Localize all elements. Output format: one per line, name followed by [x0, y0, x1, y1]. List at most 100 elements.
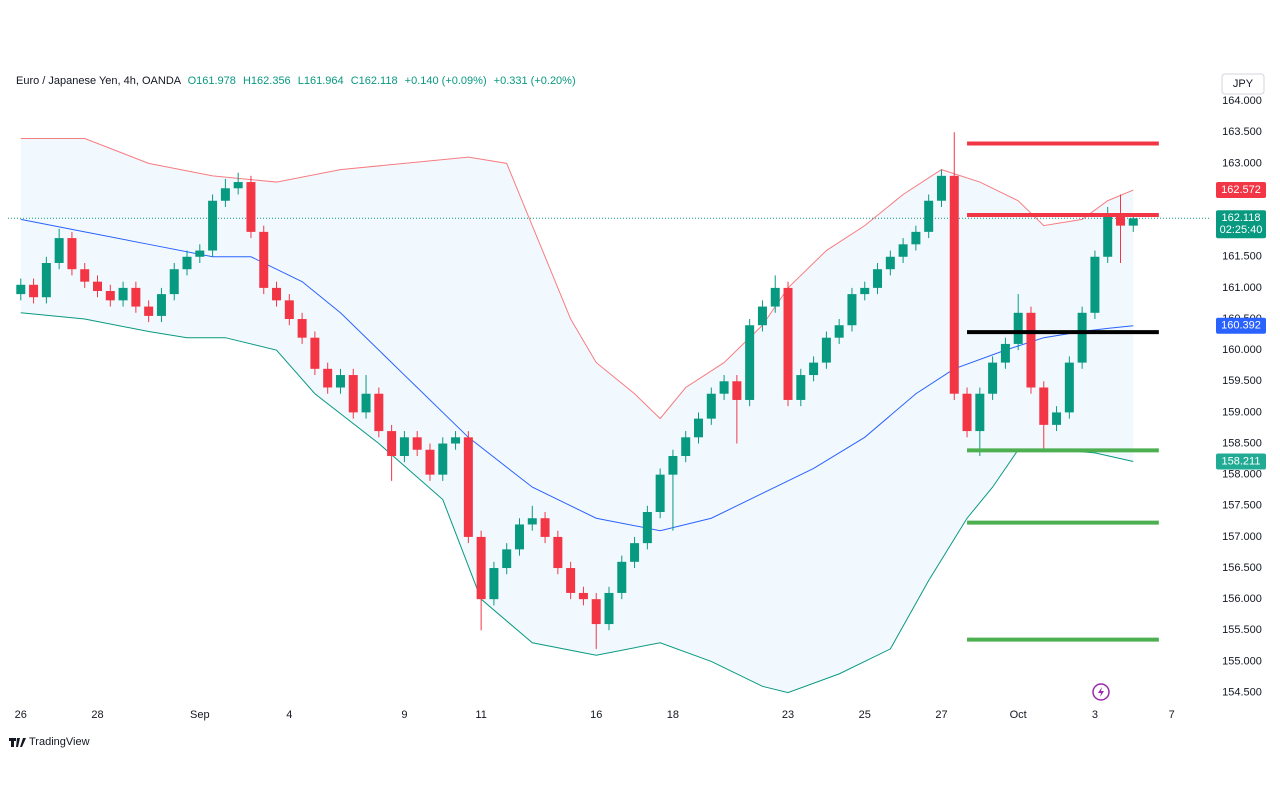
- candle-body: [1103, 213, 1113, 257]
- x-tick-label: 16: [590, 709, 602, 721]
- y-tick-label: 156.000: [1222, 593, 1262, 605]
- price-tag-label: 162.572: [1221, 184, 1261, 196]
- candle-body: [272, 287, 282, 301]
- candle-body: [361, 393, 371, 413]
- candle-body: [144, 306, 154, 316]
- candle-body: [348, 375, 358, 413]
- candle-body: [604, 592, 614, 625]
- ohlc-open: O161.978: [188, 75, 236, 87]
- candle-body: [502, 549, 512, 569]
- plot-area: [8, 132, 1210, 694]
- candle-body: [770, 287, 780, 307]
- candle-body: [936, 175, 946, 201]
- candle-body: [1128, 218, 1138, 226]
- candle-body: [195, 250, 205, 257]
- candle-body: [885, 256, 895, 270]
- candle-body: [399, 437, 409, 456]
- price-tag: [1216, 453, 1266, 470]
- x-tick-label: 7: [1169, 709, 1175, 721]
- y-tick-label: 161.500: [1222, 251, 1262, 263]
- x-tick-label: 26: [15, 709, 27, 721]
- x-tick-label: 25: [859, 709, 871, 721]
- candle-body: [156, 294, 166, 316]
- candle-body: [1000, 343, 1010, 363]
- candle-body: [323, 368, 333, 388]
- candle-body: [476, 536, 486, 600]
- price-tag: [1216, 317, 1266, 334]
- x-tick-label: 23: [782, 709, 794, 721]
- y-tick-label: 159.500: [1222, 375, 1262, 387]
- candle-body: [105, 291, 115, 301]
- candle-body: [41, 262, 51, 298]
- candle-body: [297, 319, 307, 338]
- candle-body: [335, 375, 345, 388]
- candle-body: [1077, 312, 1087, 363]
- candle-body: [732, 381, 742, 400]
- candle-body: [706, 393, 716, 419]
- candle-body: [719, 381, 729, 394]
- candle-body: [182, 256, 192, 270]
- candle-body: [463, 437, 473, 537]
- candle-body: [757, 306, 767, 326]
- candle-body: [67, 238, 77, 270]
- x-tick-label: 18: [667, 709, 679, 721]
- event-icon[interactable]: [1092, 683, 1110, 701]
- candle-body: [911, 231, 921, 245]
- candle-body: [16, 284, 26, 295]
- legend-header: Euro / Japanese Yen, 4h, OANDA O161.978 …: [16, 75, 576, 87]
- symbol-title: Euro / Japanese Yen, 4h, OANDA: [16, 75, 182, 87]
- band-line: [20, 312, 1134, 694]
- price-tag-label: 158.211: [1222, 455, 1261, 467]
- y-tick-label: 160.000: [1222, 344, 1262, 356]
- x-tick-label: 9: [401, 709, 407, 721]
- x-tick-label: 3: [1092, 709, 1098, 721]
- ohlc-low: L161.964: [298, 75, 344, 87]
- y-tick-label: 155.000: [1222, 655, 1262, 667]
- price-tag-label: 160.392: [1221, 320, 1261, 332]
- ohlc-high: H162.356: [243, 75, 291, 87]
- countdown: 02:25:40: [1220, 224, 1263, 236]
- brand: TradingView: [29, 736, 90, 748]
- candle-body: [208, 200, 218, 251]
- candle-body: [131, 287, 141, 307]
- x-tick-label: 28: [91, 709, 103, 721]
- candle-body: [809, 362, 819, 376]
- candle-body: [681, 437, 691, 456]
- y-tick-label: 158.000: [1222, 469, 1262, 481]
- candle-body: [220, 188, 230, 201]
- candle-body: [489, 568, 499, 600]
- candle-body: [29, 284, 39, 298]
- currency: JPY: [1233, 78, 1254, 90]
- candle-body: [438, 443, 448, 475]
- event-bolt: [1098, 687, 1104, 697]
- candle-body: [566, 568, 576, 593]
- price-tag-label: 162.118: [1222, 212, 1261, 224]
- price-tag: [1216, 210, 1266, 239]
- candle-body: [1064, 362, 1074, 413]
- candle-body: [553, 536, 563, 569]
- band-line: [20, 137, 1134, 420]
- candle-body: [949, 175, 959, 394]
- candle-body: [1039, 387, 1049, 425]
- candle-body: [451, 437, 461, 444]
- ohlc-close: C162.118: [351, 75, 398, 87]
- candle-body: [1026, 312, 1036, 388]
- candle-body: [387, 431, 397, 456]
- candle-body: [898, 244, 908, 257]
- candle-body: [834, 325, 844, 338]
- candle-body: [425, 449, 435, 475]
- candle-body: [1013, 312, 1023, 344]
- candle-body: [924, 200, 934, 232]
- logo-icon: [9, 738, 26, 747]
- candle-body: [975, 393, 985, 432]
- candle-body: [284, 300, 294, 320]
- currency-box[interactable]: [1221, 73, 1265, 95]
- x-tick-label: Sep: [190, 709, 210, 721]
- candle-body: [514, 524, 524, 550]
- candle-body: [54, 238, 64, 263]
- candle-body: [668, 455, 678, 475]
- candle-body: [1090, 256, 1100, 313]
- candle-body: [745, 325, 755, 400]
- candle-body: [118, 287, 128, 301]
